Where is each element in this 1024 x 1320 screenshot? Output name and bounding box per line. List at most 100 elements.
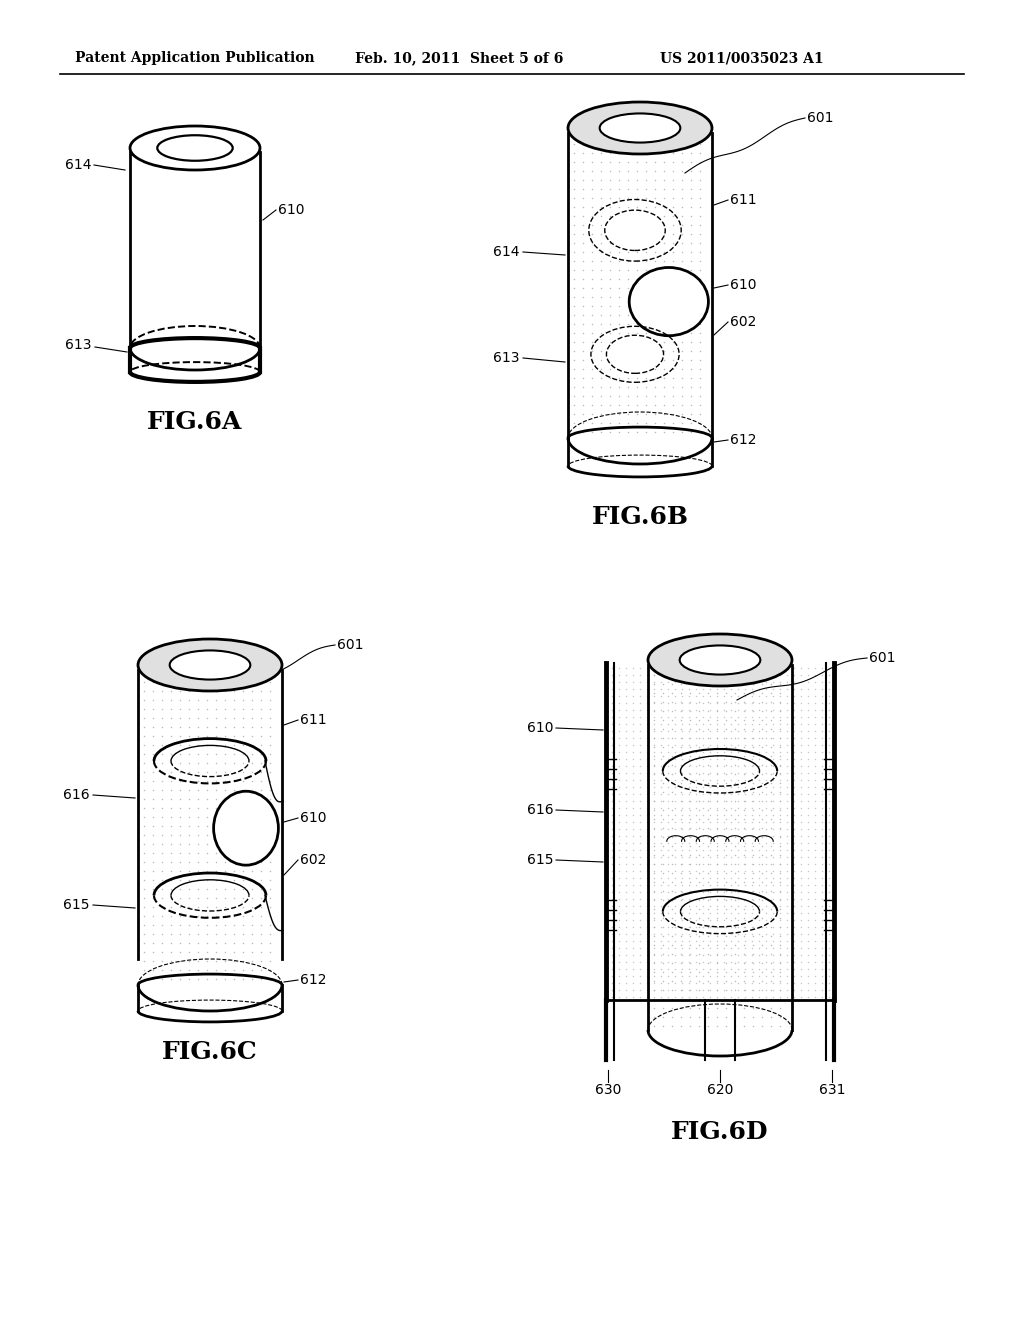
Point [632, 706, 648, 727]
Point [717, 789, 733, 810]
Point [189, 960, 206, 981]
Point [665, 322, 681, 343]
Point [691, 178, 708, 199]
Text: Patent Application Publication: Patent Application Publication [75, 51, 314, 65]
Point [709, 737, 725, 758]
Point [654, 871, 671, 892]
Point [771, 741, 787, 762]
Point [762, 997, 778, 1018]
Point [674, 170, 690, 191]
Point [603, 986, 620, 1007]
Point [709, 817, 725, 838]
Point [694, 762, 711, 783]
Point [754, 853, 770, 874]
Point [645, 916, 662, 937]
Point [629, 206, 645, 227]
Point [674, 251, 690, 272]
Point [764, 972, 780, 993]
Point [785, 874, 802, 895]
Point [762, 682, 778, 704]
Point [709, 925, 725, 946]
Point [637, 197, 653, 218]
Point [637, 385, 653, 407]
Point [234, 896, 251, 917]
Point [135, 689, 152, 710]
Point [637, 277, 653, 298]
Point [625, 972, 641, 993]
Point [709, 836, 725, 857]
Point [674, 269, 690, 290]
Point [654, 997, 671, 1018]
Point [652, 840, 669, 861]
Point [244, 771, 260, 792]
Point [610, 755, 627, 776]
Point [722, 719, 738, 741]
Point [637, 143, 653, 164]
Point [758, 734, 774, 755]
Text: 616: 616 [527, 803, 554, 817]
Point [751, 755, 767, 776]
Point [717, 843, 733, 865]
Point [687, 719, 703, 741]
Point [601, 376, 617, 397]
Point [699, 836, 716, 857]
Point [584, 322, 600, 343]
Point [735, 1015, 752, 1036]
Point [171, 797, 187, 818]
Point [800, 832, 816, 853]
Point [680, 719, 696, 741]
Point [743, 950, 760, 972]
Ellipse shape [648, 634, 792, 686]
Point [603, 685, 620, 706]
Point [638, 944, 654, 965]
Point [620, 277, 636, 298]
Point [617, 916, 634, 937]
Point [638, 685, 654, 706]
Point [771, 840, 787, 861]
Point [778, 713, 795, 734]
Point [709, 755, 725, 776]
Point [736, 867, 753, 888]
Point [709, 871, 725, 892]
Point [729, 867, 745, 888]
Point [709, 682, 725, 704]
Point [154, 689, 170, 710]
Point [751, 846, 767, 867]
Point [645, 789, 662, 810]
Point [610, 950, 627, 972]
Point [629, 260, 645, 281]
Point [601, 161, 617, 182]
Point [744, 916, 761, 937]
Point [225, 743, 242, 764]
Ellipse shape [629, 268, 709, 335]
Point [629, 350, 645, 371]
Point [771, 709, 787, 730]
Point [758, 923, 774, 944]
Point [736, 916, 753, 937]
Point [592, 232, 608, 253]
Point [806, 965, 822, 986]
Point [673, 997, 689, 1018]
Point [726, 853, 742, 874]
Point [163, 834, 179, 855]
Point [771, 700, 787, 721]
Point [637, 322, 653, 343]
Point [754, 682, 770, 704]
Point [793, 929, 809, 950]
Point [659, 909, 676, 931]
Point [638, 776, 654, 797]
Point [244, 825, 260, 846]
Point [144, 842, 161, 863]
Point [793, 853, 809, 874]
Point [154, 950, 170, 972]
Point [225, 851, 242, 873]
Point [771, 987, 787, 1008]
Point [735, 781, 752, 803]
Point [171, 834, 187, 855]
Point [744, 664, 761, 685]
Point [793, 797, 809, 818]
Point [252, 960, 268, 981]
Point [682, 223, 698, 244]
Point [699, 772, 716, 793]
Point [694, 979, 711, 1001]
